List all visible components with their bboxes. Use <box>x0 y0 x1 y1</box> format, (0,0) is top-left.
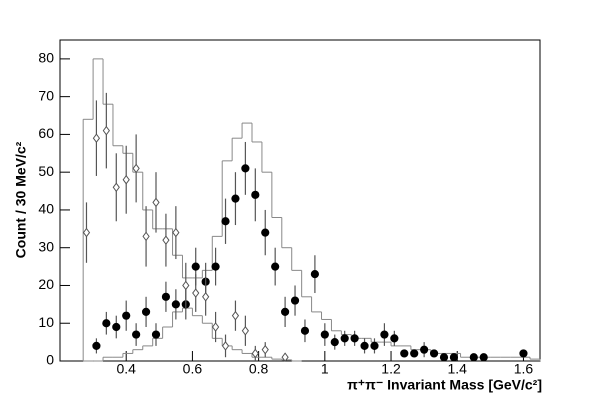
x-tick-label: 1 <box>321 361 329 377</box>
data-point <box>191 262 200 271</box>
x-tick-label: 1.6 <box>514 361 534 377</box>
data-point <box>281 307 290 317</box>
data-point <box>300 326 310 335</box>
data-point <box>281 352 289 363</box>
x-tick-label: 0.4 <box>116 361 136 377</box>
data-point <box>449 353 459 362</box>
data-point <box>429 349 439 358</box>
data-point <box>82 227 91 238</box>
data-point <box>231 310 240 321</box>
data-point <box>122 174 130 185</box>
data-point <box>360 341 369 350</box>
data-point <box>172 227 180 238</box>
data-point <box>161 292 171 301</box>
x-axis-title: π⁺π⁻ Invariant Mass [GeV/c²] <box>347 377 542 393</box>
y-tick-label: 60 <box>38 125 54 141</box>
data-point <box>310 270 319 279</box>
data-point <box>112 322 121 332</box>
data-point <box>519 349 528 358</box>
data-point <box>221 217 230 226</box>
data-point <box>261 344 269 355</box>
data-point <box>102 319 111 328</box>
data-point <box>92 133 101 144</box>
data-point <box>211 262 220 271</box>
data-point <box>241 164 250 173</box>
y-tick-label: 70 <box>38 87 54 103</box>
x-tick-label: 0.8 <box>249 361 269 377</box>
data-point <box>380 330 389 339</box>
data-point <box>290 296 300 305</box>
data-point <box>132 330 141 339</box>
data-point <box>400 349 409 358</box>
data-point <box>350 334 359 343</box>
data-point <box>469 353 478 362</box>
y-tick-label: 10 <box>38 314 54 330</box>
data-point <box>211 322 220 332</box>
plot-frame <box>59 39 541 362</box>
data-point <box>340 334 349 343</box>
data-point <box>410 349 419 358</box>
x-tick-label: 1.4 <box>448 361 468 377</box>
data-point <box>479 353 488 362</box>
x-tick-label: 1.2 <box>381 361 401 377</box>
data-point <box>171 300 180 309</box>
data-point <box>251 348 259 359</box>
data-point <box>182 280 190 291</box>
data-point <box>92 341 101 350</box>
data-point <box>330 338 339 347</box>
data-point <box>192 288 200 298</box>
y-tick-label: 30 <box>38 238 54 254</box>
data-point <box>122 311 131 320</box>
y-axis-title: Count / 30 MeV/c² <box>13 141 29 258</box>
data-point <box>231 194 240 203</box>
data-point <box>142 231 150 242</box>
y-tick-label: 0 <box>46 352 54 368</box>
data-point <box>320 330 329 339</box>
y-tick-label: 20 <box>38 276 54 292</box>
data-point <box>221 341 230 351</box>
x-tick-label: 0.6 <box>183 361 203 377</box>
data-point <box>420 345 429 354</box>
y-tick-label: 80 <box>38 50 54 66</box>
y-tick-label: 40 <box>38 201 54 217</box>
data-point <box>162 235 170 245</box>
data-point <box>202 291 210 302</box>
y-tick-label: 50 <box>38 163 54 179</box>
data-point <box>251 190 260 199</box>
data-point <box>151 330 161 339</box>
data-point <box>271 262 280 271</box>
data-point <box>102 125 110 136</box>
data-point <box>390 334 399 343</box>
data-point <box>152 197 160 208</box>
data-point <box>141 307 151 317</box>
data-point <box>241 325 250 336</box>
data-point <box>370 341 379 350</box>
data-point <box>439 353 449 362</box>
data-point <box>261 228 270 237</box>
data-point <box>132 163 140 174</box>
data-point <box>112 182 120 193</box>
